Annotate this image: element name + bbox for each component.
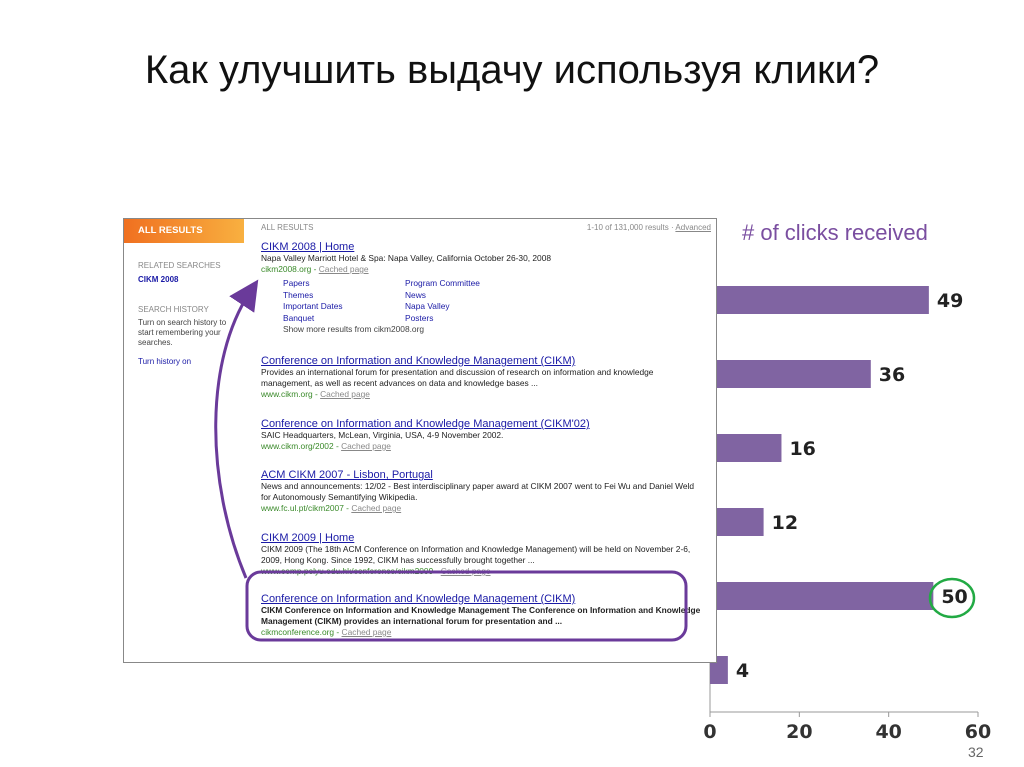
bar (710, 582, 934, 610)
result-snippet: News and announcements: 12/02 - Best int… (261, 481, 695, 502)
result-url: www.cikm.org (261, 389, 313, 399)
bar (710, 360, 871, 388)
data-label: 50 (941, 586, 967, 608)
chart-title: # of clicks received (742, 220, 928, 245)
bar (710, 656, 728, 684)
all-results-tab[interactable]: ALL RESULTS (124, 219, 244, 243)
data-label: 49 (937, 290, 963, 312)
header-label: ALL RESULTS (261, 223, 314, 232)
result-url: www.fc.ul.pt/cikm2007 (261, 503, 344, 513)
x-tick-label: 60 (965, 721, 991, 743)
result-url: cikmconference.org (261, 627, 335, 637)
more-results-link[interactable]: Show more results from cikm2008.org (283, 324, 425, 334)
result-snippet: CIKM Conference on Information and Knowl… (261, 605, 701, 626)
cached-link[interactable]: Cached page (318, 264, 369, 274)
sitelink[interactable]: Important Dates (283, 301, 343, 311)
serp-sidebar: ALL RESULTS RELATED SEARCHES CIKM 2008 S… (124, 219, 244, 366)
cached-link[interactable]: Cached page (320, 389, 370, 399)
cached-link[interactable]: Cached page (351, 503, 402, 513)
search-results-screenshot: ALL RESULTS RELATED SEARCHES CIKM 2008 S… (123, 218, 717, 663)
data-label: 12 (772, 512, 798, 534)
result-1: CIKM 2008 | Home Napa Valley Marriott Ho… (261, 241, 706, 336)
data-label: 36 (879, 364, 905, 386)
cached-link[interactable]: Cached page (440, 566, 491, 576)
result-5: CIKM 2009 | Home CIKM 2009 (The 18th ACM… (261, 532, 706, 576)
result-snippet: Provides an international forum for pres… (261, 367, 654, 388)
x-tick-label: 20 (786, 721, 812, 743)
bar (710, 508, 764, 536)
result-4: ACM CIKM 2007 - Lisbon, Portugal News an… (261, 469, 706, 513)
result-title[interactable]: CIKM 2008 | Home (261, 241, 355, 253)
page-number: 32 (968, 744, 984, 760)
result-title[interactable]: CIKM 2009 | Home (261, 532, 355, 544)
cached-link[interactable]: Cached page (341, 627, 392, 637)
sitelink[interactable]: Program Committee (405, 278, 480, 288)
data-label: 16 (789, 438, 815, 460)
result-6: Conference on Information and Knowledge … (261, 593, 706, 637)
slide-title: Как улучшить выдачу используя клики? (144, 48, 880, 92)
result-2: Conference on Information and Knowledge … (261, 355, 706, 399)
search-history-text: Turn on search history to start remember… (138, 318, 227, 347)
result-url: cikm2008.org (261, 264, 312, 274)
result-3: Conference on Information and Knowledge … (261, 418, 706, 451)
result-snippet: SAIC Headquarters, McLean, Virginia, USA… (261, 430, 504, 440)
sitelink[interactable]: Themes (283, 289, 314, 300)
result-count: 1-10 of 131,000 results (586, 223, 669, 232)
sitelinks: Papers Program Committee Themes News Impor… (283, 278, 706, 324)
advanced-link[interactable]: Advanced (675, 223, 711, 232)
related-search-link[interactable]: CIKM 2008 (138, 275, 179, 284)
sitelink[interactable]: Posters (405, 312, 434, 323)
x-tick-label: 0 (703, 721, 716, 743)
turn-history-on-link[interactable]: Turn history on (138, 357, 192, 366)
bar (710, 434, 782, 462)
result-title[interactable]: Conference on Information and Knowledge … (261, 355, 576, 367)
cached-link[interactable]: Cached page (341, 441, 391, 451)
result-title[interactable]: ACM CIKM 2007 - Lisbon, Portugal (261, 469, 433, 481)
search-history-label: SEARCH HISTORY (138, 305, 209, 314)
related-searches-label: RELATED SEARCHES (138, 261, 221, 270)
data-label: 4 (736, 660, 749, 682)
x-tick-label: 40 (875, 721, 901, 743)
result-url: www.cikm.org/2002 (261, 441, 334, 451)
sitelink[interactable]: Banquet (283, 312, 315, 323)
sitelink[interactable]: Papers (283, 278, 310, 288)
sitelink[interactable]: News (405, 289, 426, 300)
result-snippet: CIKM 2009 (The 18th ACM Conference on In… (261, 544, 691, 565)
sitelink[interactable]: Napa Valley (405, 301, 450, 311)
serp-header: ALL RESULTS 1-10 of 131,000 results · Ad… (261, 223, 711, 232)
result-title[interactable]: Conference on Information and Knowledge … (261, 418, 590, 430)
bar (710, 286, 929, 314)
result-url: www.comp.polyu.edu.hk/conference/cikm200… (261, 566, 434, 576)
result-title[interactable]: Conference on Information and Knowledge … (261, 593, 576, 605)
result-snippet: Napa Valley Marriott Hotel & Spa: Napa V… (261, 253, 552, 263)
